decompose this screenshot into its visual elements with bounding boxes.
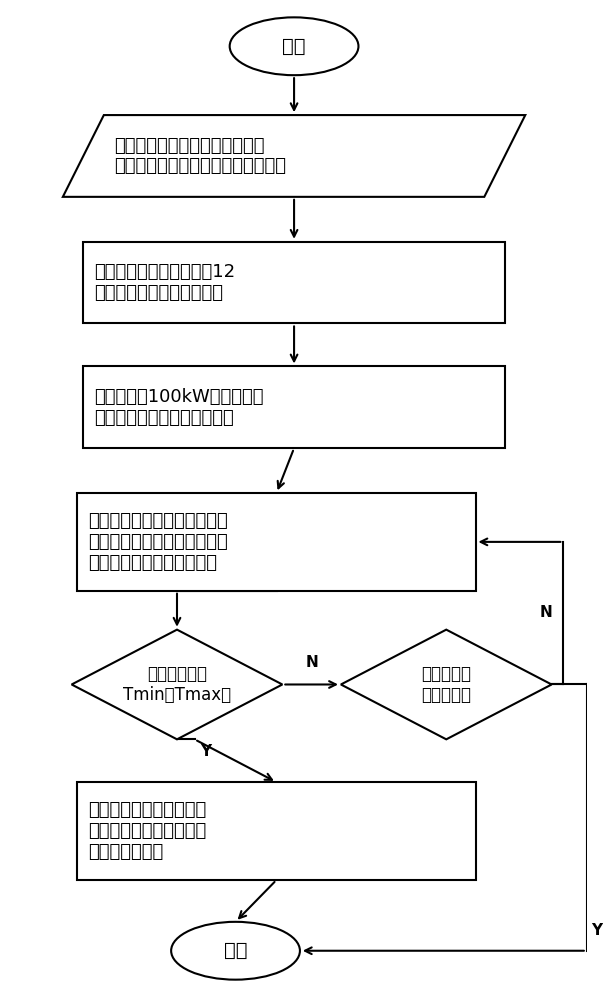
Text: 数据处理，获取时间超过12
小时的数据，去除空値数据: 数据处理，获取时间超过12 小时的数据，去除空値数据 — [94, 263, 235, 302]
Polygon shape — [72, 630, 282, 739]
Text: 数据训练，计算温度置信区间
估计，计算温度瞬时値与置信
区间估计上下限的两个差値: 数据训练，计算温度置信区间 估计，计算温度瞬时値与置信 区间估计上下限的两个差値 — [88, 512, 228, 572]
FancyBboxPatch shape — [83, 366, 505, 448]
Ellipse shape — [230, 17, 358, 75]
Text: 结束: 结束 — [224, 941, 247, 960]
Text: 对功率値按100kW进行取整处
理，截取日期的时间小时部分: 对功率値按100kW进行取整处 理，截取日期的时间小时部分 — [94, 388, 264, 427]
Ellipse shape — [171, 922, 300, 980]
Polygon shape — [341, 630, 552, 739]
Text: 结果输出，输出对应的机
组编号、结合故障处理方
法形成预警工单: 结果输出，输出对应的机 组编号、结合故障处理方 法形成预警工单 — [88, 801, 206, 861]
FancyBboxPatch shape — [78, 782, 476, 880]
Text: Y: Y — [592, 923, 602, 938]
Text: N: N — [305, 655, 318, 670]
Text: 差値超过阈値
Tmin或Tmax？: 差値超过阈値 Tmin或Tmax？ — [123, 665, 231, 704]
Text: 读取所需要的相关数据：时间、
风机编号、变频器柜温度、有功功率: 读取所需要的相关数据：时间、 风机编号、变频器柜温度、有功功率 — [115, 137, 286, 175]
Text: N: N — [540, 605, 553, 620]
FancyBboxPatch shape — [78, 493, 476, 591]
Text: Y: Y — [200, 744, 212, 759]
Text: 开始: 开始 — [282, 37, 306, 56]
FancyBboxPatch shape — [83, 242, 505, 323]
Polygon shape — [63, 115, 525, 197]
Text: 所有数据都
比较完毕？: 所有数据都 比较完毕？ — [421, 665, 472, 704]
